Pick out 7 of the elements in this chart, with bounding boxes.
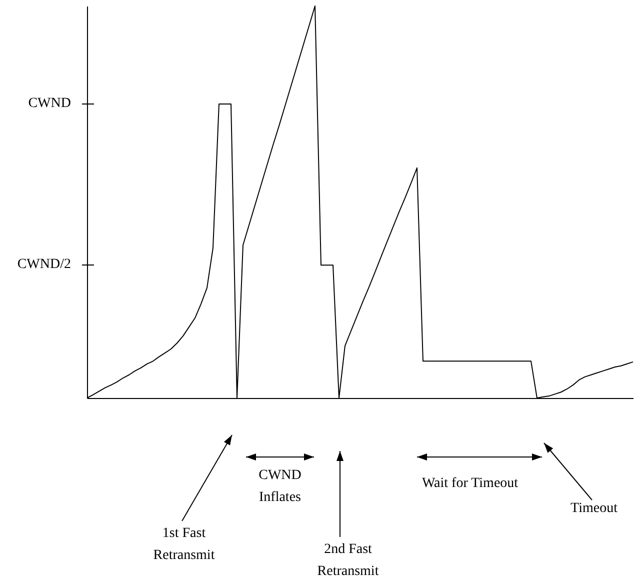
text: 1st Fast Retransmit — [153, 525, 215, 565]
text: CWND/2 — [17, 256, 71, 274]
text: CWND Inflates — [258, 467, 302, 507]
text: Wait for Timeout — [422, 475, 518, 493]
text: 2nd Fast Retransmit — [317, 541, 379, 581]
text: CWND — [28, 95, 71, 113]
text: Timeout — [570, 500, 618, 518]
